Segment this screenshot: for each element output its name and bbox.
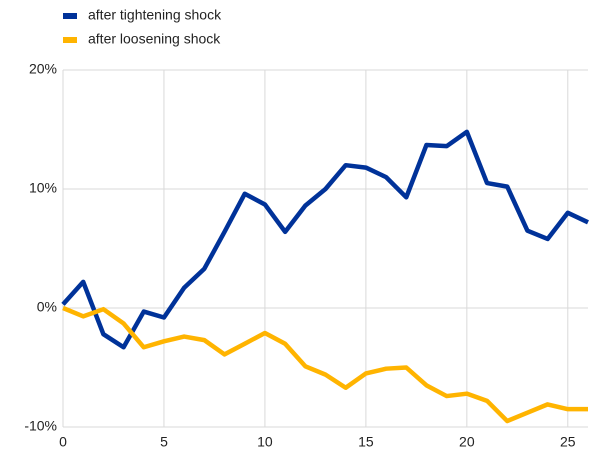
x-tick-label: 0 <box>59 434 67 450</box>
y-tick-label: 0% <box>37 299 57 315</box>
legend-swatch <box>63 37 77 43</box>
legend-label: after loosening shock <box>88 31 221 47</box>
series-line <box>62 305 588 424</box>
legend-swatch <box>63 13 77 19</box>
y-tick-label: 20% <box>29 61 57 77</box>
x-tick-label: 25 <box>560 434 576 450</box>
x-tick-label: 10 <box>257 434 273 450</box>
legend-label: after tightening shock <box>88 7 222 23</box>
y-tick-label: 10% <box>29 180 57 196</box>
x-tick-label: 20 <box>459 434 475 450</box>
x-tick-label: 5 <box>160 434 168 450</box>
series-line <box>61 129 589 350</box>
y-tick-label: -10% <box>24 418 57 434</box>
x-tick-label: 15 <box>358 434 374 450</box>
